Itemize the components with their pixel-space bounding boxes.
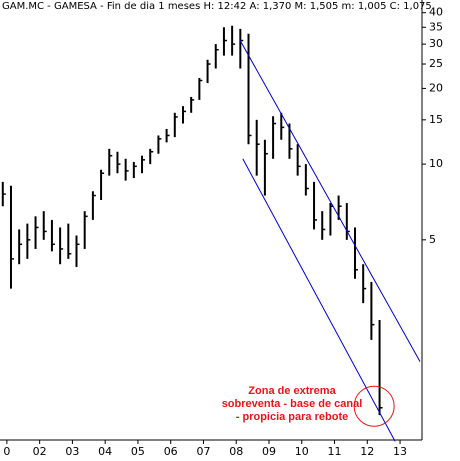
annotation: - propicia para rebote (236, 411, 348, 423)
x-tick-label: 12 (360, 445, 374, 458)
highlight-circle (353, 385, 395, 427)
y-tick-label: 20 (429, 81, 443, 94)
x-tick-label: 04 (98, 445, 112, 458)
channel-line (242, 158, 396, 442)
x-tick-label: 02 (33, 445, 47, 458)
x-tick-label: 10 (295, 445, 309, 458)
x-tick-label: 03 (65, 445, 79, 458)
channel-line (239, 39, 421, 362)
y-tick-label: 25 (429, 57, 443, 70)
x-tick-label: 07 (196, 445, 210, 458)
y-tick-label: 5 (429, 233, 436, 246)
y-tick-label: 35 (429, 20, 443, 33)
annotation: Zona de extrema (248, 385, 336, 397)
x-tick-label: 11 (328, 445, 342, 458)
chart-title: GAM.MC - GAMESA - Fin de dia 1 meses H: … (2, 1, 432, 12)
x-tick-label: 08 (229, 445, 243, 458)
y-tick-label: 30 (429, 37, 443, 50)
x-tick-label: 05 (131, 445, 145, 458)
annotation: sobreventa - base de canal (222, 398, 363, 410)
x-tick-label: 0 (3, 445, 10, 458)
y-tick-label: 10 (429, 157, 443, 170)
x-tick-label: 09 (262, 445, 276, 458)
y-tick-label: 40 (429, 6, 443, 19)
x-tick-label: 06 (164, 445, 178, 458)
y-tick-label: 15 (429, 113, 443, 126)
x-tick-label: 13 (393, 445, 407, 458)
